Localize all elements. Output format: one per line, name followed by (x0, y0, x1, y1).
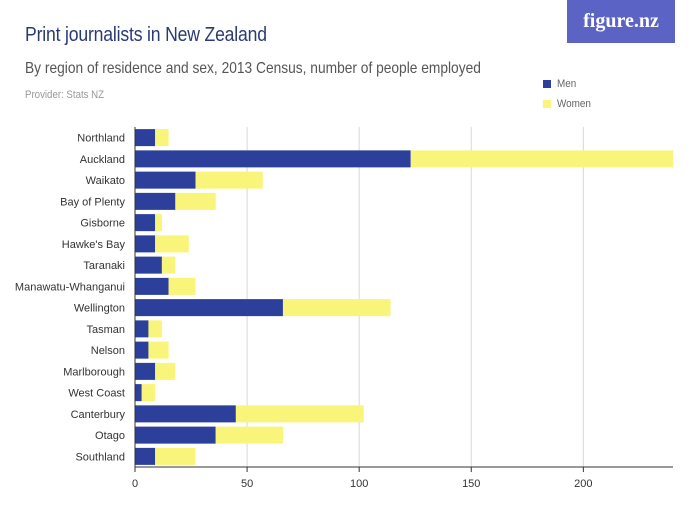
category-label: Southland (75, 451, 125, 463)
bar-women-3 (175, 192, 216, 210)
bar-men-13 (135, 405, 236, 423)
category-label: Wellington (74, 303, 125, 315)
x-tick-label: 150 (462, 478, 480, 490)
bar-women-6 (161, 256, 176, 274)
chart-title: Print journalists in New Zealand (25, 24, 267, 46)
bar-women-5 (155, 235, 189, 253)
category-label: Marlborough (63, 366, 125, 378)
legend-item-women: Women (543, 94, 595, 114)
category-label: Canterbury (71, 409, 126, 421)
bar-women-15 (155, 447, 196, 465)
bar-women-0 (155, 129, 169, 147)
category-label: Northland (77, 133, 125, 145)
bar-men-8 (135, 299, 283, 317)
category-label: Auckland (80, 154, 125, 166)
legend-item-men: Men (543, 74, 595, 94)
bar-men-11 (135, 362, 156, 380)
category-label: Bay of Plenty (60, 196, 125, 208)
legend-label-women: Women (557, 98, 591, 110)
category-label: Manawatu-Whanganui (15, 281, 125, 293)
bar-men-4 (135, 214, 156, 232)
bar-men-10 (135, 341, 149, 359)
category-label: Gisborne (80, 218, 125, 230)
bar-men-0 (135, 129, 156, 147)
bar-men-12 (135, 384, 142, 402)
bar-women-8 (282, 299, 391, 317)
bar-men-3 (135, 192, 176, 210)
bar-men-5 (135, 235, 156, 253)
bar-women-10 (148, 341, 169, 359)
category-label: West Coast (68, 388, 125, 400)
bar-women-14 (215, 426, 283, 444)
x-tick-label: 200 (574, 478, 592, 490)
bar-women-4 (155, 214, 162, 232)
bar-women-7 (168, 277, 196, 295)
x-tick-label: 0 (132, 478, 138, 490)
legend-label-men: Men (557, 78, 577, 90)
bar-men-9 (135, 320, 149, 338)
x-tick-label: 100 (350, 478, 368, 490)
bar-women-2 (195, 171, 263, 189)
bar-men-15 (135, 447, 156, 465)
bar-men-14 (135, 426, 216, 444)
bar-men-7 (135, 277, 169, 295)
chart-subtitle: By region of residence and sex, 2013 Cen… (25, 60, 481, 77)
legend-swatch-women (543, 100, 551, 108)
bar-women-9 (148, 320, 162, 338)
bar-women-11 (155, 362, 176, 380)
bar-women-13 (235, 405, 364, 423)
bar-men-6 (135, 256, 162, 274)
category-label: Hawke's Bay (62, 239, 126, 251)
category-label: Waikato (86, 175, 125, 187)
category-label: Otago (95, 430, 125, 442)
bar-men-2 (135, 171, 196, 189)
legend-swatch-men (543, 80, 551, 88)
bar-women-12 (141, 384, 156, 402)
figure-nz-logo[interactable]: figure.nz (567, 0, 675, 43)
provider-label: Provider: Stats NZ (25, 89, 105, 101)
category-label: Nelson (91, 345, 125, 357)
bar-women-1 (410, 150, 673, 168)
category-label: Tasman (86, 324, 125, 336)
bar-men-1 (135, 150, 411, 168)
category-label: Taranaki (83, 260, 125, 272)
x-tick-label: 50 (241, 478, 253, 490)
legend: Men Women (543, 74, 595, 114)
